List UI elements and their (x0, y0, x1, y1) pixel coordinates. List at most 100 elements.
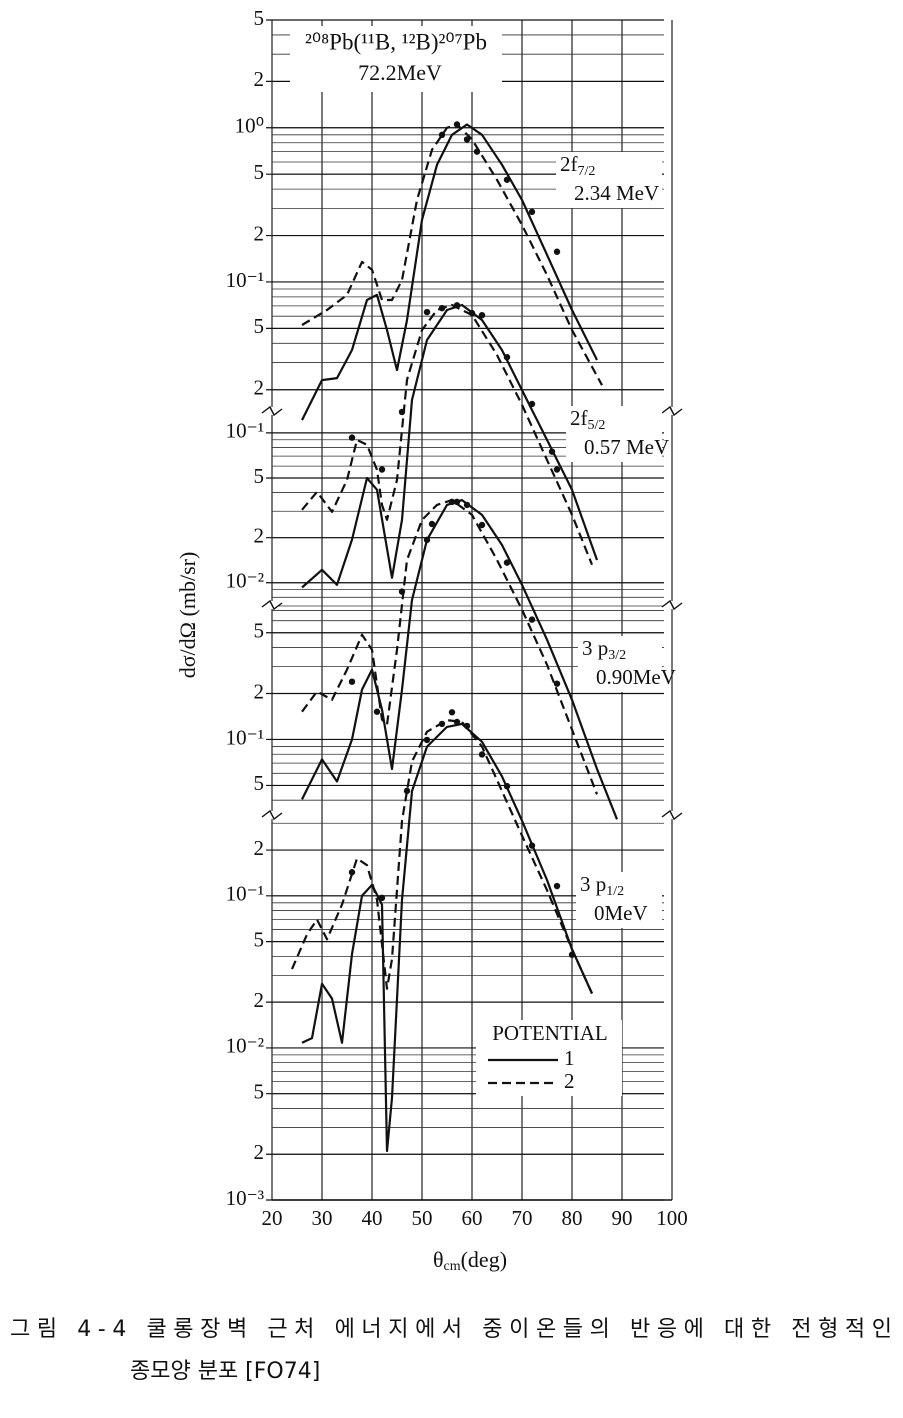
y-tick-label: 2 (254, 679, 265, 703)
data-point (403, 787, 411, 795)
state-main: 2f (560, 152, 578, 176)
axis-break (661, 809, 683, 821)
y-tick-label: 2 (254, 1140, 265, 1164)
data-point (528, 616, 536, 623)
data-point (378, 894, 386, 902)
curve (301, 722, 594, 1153)
data-point (453, 121, 461, 128)
state-label: 3 p1/2 (580, 872, 624, 899)
data-point (348, 678, 356, 685)
axis-break (661, 599, 683, 611)
energy-label: 0.57 MeV (584, 435, 669, 459)
data-point (553, 466, 561, 473)
labels: 20 30 40 50 60 70 80 90 1005210⁰5210⁻¹5210⁻¹5210… (10, 6, 892, 1384)
caption-line: 그림 4-4 쿨롱장벽 근처 에너지에서 중이온들의 반응에 대한 전형적인 (10, 1317, 892, 1342)
data-point (348, 869, 356, 876)
y-tick-label: 10⁻¹ (226, 419, 264, 443)
data-point (438, 131, 446, 139)
data-point (548, 448, 556, 455)
y-tick-label: 10⁻² (226, 1034, 264, 1058)
title-bg (290, 26, 502, 92)
label-bg (556, 152, 662, 208)
legend-label: 1 (564, 1046, 575, 1070)
data-point (453, 498, 461, 506)
legend-title: POTENTIAL (492, 1021, 607, 1045)
data-point (373, 708, 381, 715)
x-label-main: θ (433, 1247, 444, 1272)
data-point (478, 311, 486, 319)
curve (290, 719, 594, 994)
y-tick-label: 2 (254, 988, 265, 1012)
data-point (468, 309, 476, 317)
x-label-sub: cm (444, 1259, 461, 1274)
y-tick-label: 10⁰ (235, 114, 264, 138)
data-point (398, 588, 406, 595)
x-axis-label: θcm(deg) (433, 1247, 507, 1274)
energy-label: 0.90MeV (596, 665, 676, 689)
x-tick-label: 20 (262, 1206, 283, 1230)
data-point (478, 521, 486, 529)
axis-break (261, 405, 283, 417)
data-point (568, 951, 576, 958)
y-tick-label: 2 (254, 67, 265, 91)
data-point (448, 498, 456, 506)
axis-break (661, 405, 683, 417)
y-tick-label: 10⁻¹ (226, 882, 264, 906)
state-sub: 7/2 (578, 164, 596, 179)
y-tick-label: 5 (254, 160, 265, 184)
y-tick-label: 5 (254, 6, 265, 30)
state-sub: 1/2 (606, 884, 624, 899)
y-tick-label: 5 (254, 1080, 265, 1104)
data-point (503, 559, 511, 566)
data-point (428, 520, 436, 528)
curve (301, 303, 599, 589)
data-point (448, 709, 456, 716)
state-label: 2f7/2 (560, 152, 595, 179)
caption-line: 종모양 분포 [FO74] (130, 1359, 320, 1384)
y-tick-label: 10⁻¹ (226, 725, 264, 749)
data-point (528, 842, 536, 849)
x-label-unit: (deg) (461, 1247, 507, 1272)
data-point (473, 148, 481, 155)
energy-label: 0MeV (594, 901, 648, 925)
state-sub: 5/2 (588, 418, 606, 433)
legend-label: 2 (564, 1069, 575, 1093)
x-tick-label: 90 (612, 1206, 633, 1230)
data-point (438, 720, 446, 728)
y-tick-label: 5 (254, 771, 265, 795)
x-tick-label: 40 (362, 1206, 383, 1230)
y-tick-label: 5 (254, 464, 265, 488)
curve (301, 499, 619, 820)
curve (301, 123, 598, 421)
x-tick-label: 100 (656, 1206, 688, 1230)
y-tick-label: 2 (254, 221, 265, 245)
curve (301, 499, 599, 795)
data-point (478, 751, 486, 758)
y-tick-label: 10⁻³ (226, 1186, 264, 1210)
data-point (503, 782, 511, 790)
data-point (423, 308, 431, 316)
data-point (453, 718, 461, 726)
state-sub: 3/2 (608, 648, 626, 663)
data-point (438, 304, 446, 312)
data-point (528, 400, 536, 408)
state-main: 2f (570, 406, 588, 430)
curve (301, 123, 603, 386)
data-point (503, 353, 511, 361)
y-tick-label: 10⁻¹ (226, 268, 264, 292)
data-point (423, 536, 431, 544)
data-point (553, 882, 561, 890)
axis-break (261, 599, 283, 611)
data-point (553, 680, 561, 687)
y-tick-label: 5 (254, 314, 265, 338)
y-tick-label: 2 (254, 376, 265, 400)
x-tick-label: 70 (512, 1206, 533, 1230)
state-main: 3 p (580, 872, 606, 896)
y-tick-label: 2 (254, 836, 265, 860)
y-tick-label: 10⁻² (226, 569, 264, 593)
data-point (528, 208, 536, 216)
data-point (453, 302, 461, 309)
data-point (463, 501, 471, 509)
x-tick-label: 50 (412, 1206, 433, 1230)
data-point (463, 722, 471, 730)
